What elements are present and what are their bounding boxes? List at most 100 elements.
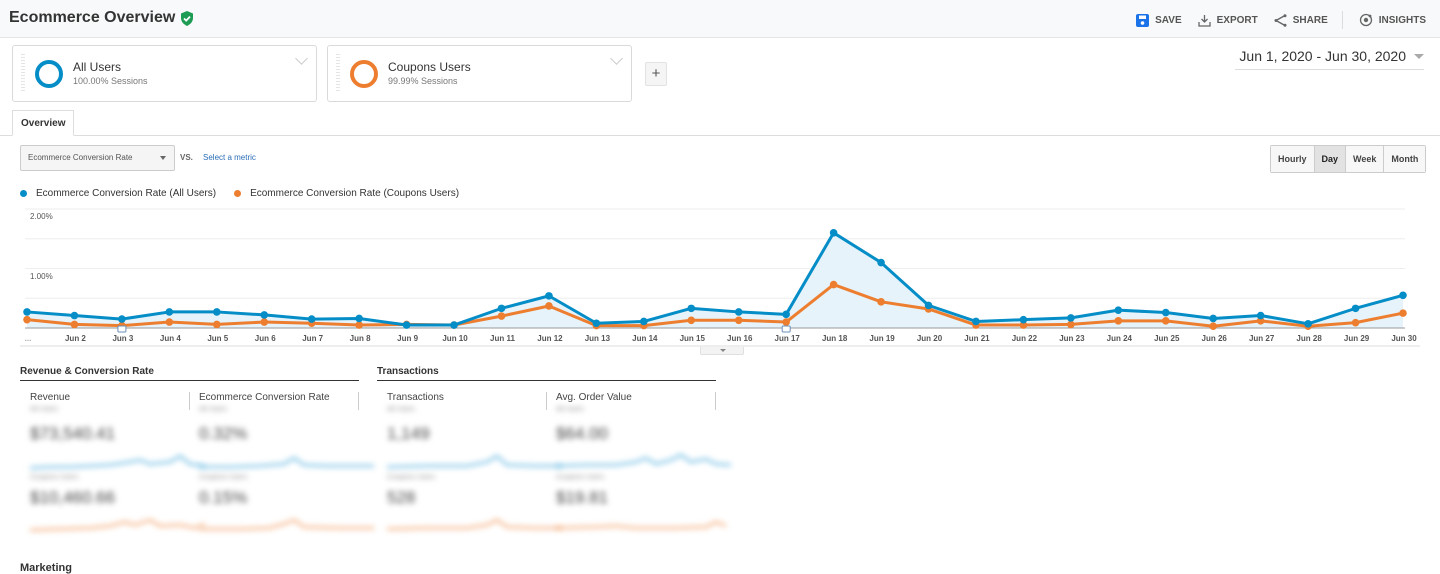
- data-point[interactable]: [1019, 315, 1028, 324]
- data-point[interactable]: [1114, 306, 1123, 314]
- data-point[interactable]: [165, 308, 174, 316]
- chart-canvas[interactable]: [0, 0, 1440, 360]
- data-point[interactable]: [1209, 314, 1218, 323]
- data-point[interactable]: [118, 315, 126, 323]
- segment-card-all-users[interactable]: All Users 100.00% Sessions: [12, 45, 317, 102]
- tab-overview[interactable]: Overview: [12, 110, 75, 136]
- data-point[interactable]: [497, 312, 506, 320]
- granularity-week[interactable]: Week: [1346, 146, 1385, 172]
- x-axis-tick-label: Jun 12: [537, 334, 563, 343]
- data-point[interactable]: [23, 315, 31, 324]
- granularity-hourly[interactable]: Hourly: [1271, 146, 1315, 172]
- share-button[interactable]: SHARE: [1274, 13, 1328, 27]
- date-range-picker[interactable]: Jun 1, 2020 - Jun 30, 2020: [1235, 48, 1424, 70]
- data-point[interactable]: [70, 320, 79, 329]
- data-point[interactable]: [212, 308, 221, 316]
- annotation-icon[interactable]: [117, 325, 127, 333]
- data-point[interactable]: [782, 310, 790, 319]
- metric-dropdown-value: Ecommerce Conversion Rate: [28, 153, 133, 162]
- segment-card-coupons-users[interactable]: Coupons Users 99.99% Sessions: [327, 45, 632, 102]
- add-segment-button[interactable]: +: [645, 62, 667, 86]
- data-point[interactable]: [70, 311, 79, 320]
- data-point[interactable]: [260, 318, 269, 326]
- data-point[interactable]: [355, 314, 363, 323]
- data-point[interactable]: [1019, 321, 1028, 329]
- data-point[interactable]: [545, 302, 553, 310]
- data-point[interactable]: [1067, 320, 1075, 329]
- legend-label: Ecommerce Conversion Rate (Coupons Users…: [250, 188, 460, 199]
- scorecard-segment-label: Coupons Users: [387, 474, 436, 481]
- data-point[interactable]: [877, 298, 885, 306]
- data-point[interactable]: [782, 318, 790, 326]
- data-point[interactable]: [1161, 317, 1170, 325]
- data-point[interactable]: [545, 292, 553, 300]
- scorecard-ecommerce-conversion-rate[interactable]: Ecommerce Conversion Rate All Users 0.32% C…: [189, 392, 374, 536]
- data-point[interactable]: [1399, 309, 1407, 317]
- data-point[interactable]: [23, 308, 31, 316]
- scorecard-revenue[interactable]: Revenue All Users $73,540.41 Coupons Users $…: [20, 392, 205, 536]
- x-axis-tick-label: Jun 17: [774, 334, 800, 343]
- data-point[interactable]: [829, 229, 838, 237]
- x-axis-tick-label: Jun 6: [254, 334, 276, 343]
- x-axis-tick-label: Jun 24: [1106, 334, 1132, 343]
- data-point[interactable]: [450, 321, 458, 329]
- scorecard-transactions[interactable]: Transactions All Users 1,149 Coupons Users 5…: [377, 392, 562, 536]
- data-point[interactable]: [1304, 320, 1312, 328]
- data-point[interactable]: [687, 304, 696, 313]
- insights-button[interactable]: INSIGHTS: [1359, 13, 1426, 27]
- data-point[interactable]: [734, 316, 743, 325]
- data-point[interactable]: [1067, 314, 1075, 322]
- drag-handle[interactable]: [336, 54, 340, 92]
- segment-sessions: 100.00% Sessions: [73, 76, 148, 86]
- metric-dropdown[interactable]: Ecommerce Conversion Rate: [20, 145, 175, 171]
- page-title: Ecommerce Overview: [9, 9, 194, 27]
- data-point[interactable]: [355, 321, 363, 329]
- data-point[interactable]: [1256, 311, 1265, 320]
- scorecard-blurred-content: All Users 1,149 Coupons Users 528: [377, 406, 562, 536]
- granularity-month[interactable]: Month: [1384, 146, 1426, 172]
- caret-down-icon: [160, 156, 166, 160]
- data-point[interactable]: [1351, 304, 1360, 313]
- data-point[interactable]: [972, 317, 980, 326]
- export-button[interactable]: EXPORT: [1197, 14, 1258, 27]
- data-point[interactable]: [640, 317, 648, 326]
- x-axis-tick-label: Jun 3: [112, 334, 134, 343]
- scorecard-label: Transactions: [387, 392, 444, 403]
- drag-handle[interactable]: [21, 54, 25, 92]
- legend-item-all-users[interactable]: Ecommerce Conversion Rate (All Users): [20, 188, 216, 199]
- scorecard-divider: [715, 392, 716, 410]
- data-point[interactable]: [402, 321, 411, 329]
- data-point[interactable]: [497, 304, 506, 313]
- data-point[interactable]: [165, 318, 174, 326]
- data-point[interactable]: [1399, 291, 1407, 300]
- data-point[interactable]: [1351, 318, 1360, 327]
- data-point[interactable]: [1256, 317, 1265, 325]
- x-axis-tick-label: Jun 14: [632, 334, 658, 343]
- select-metric-link[interactable]: Select a metric: [203, 153, 256, 162]
- data-point[interactable]: [212, 320, 221, 329]
- save-button[interactable]: SAVE: [1136, 13, 1182, 27]
- segment-ring-icon: [350, 60, 378, 88]
- data-point[interactable]: [687, 316, 696, 325]
- scorecard-avg-order-value[interactable]: Avg. Order Value All Users $64.00 Coupons U…: [546, 392, 731, 536]
- chart-legend: Ecommerce Conversion Rate (All Users) Ec…: [20, 188, 459, 199]
- data-point[interactable]: [734, 308, 743, 316]
- data-point[interactable]: [1209, 322, 1218, 331]
- data-point[interactable]: [592, 319, 601, 328]
- annotation-icon[interactable]: [781, 325, 791, 333]
- data-point[interactable]: [1114, 317, 1123, 325]
- data-point[interactable]: [260, 311, 269, 319]
- granularity-day[interactable]: Day: [1314, 146, 1347, 172]
- x-axis-tick-label: Jun 18: [821, 334, 848, 343]
- data-point[interactable]: [924, 301, 933, 310]
- export-label: EXPORT: [1216, 14, 1258, 26]
- caret-down-icon: [720, 349, 726, 352]
- x-axis-tick-label: Jun 5: [207, 334, 229, 343]
- data-point[interactable]: [877, 258, 885, 267]
- data-point[interactable]: [829, 280, 838, 289]
- legend-item-coupons-users[interactable]: Ecommerce Conversion Rate (Coupons Users…: [234, 188, 459, 199]
- data-point[interactable]: [1161, 308, 1170, 317]
- data-point[interactable]: [307, 315, 316, 323]
- sparkline-coupons-users: [387, 518, 562, 531]
- collapse-chart-button[interactable]: [700, 347, 744, 355]
